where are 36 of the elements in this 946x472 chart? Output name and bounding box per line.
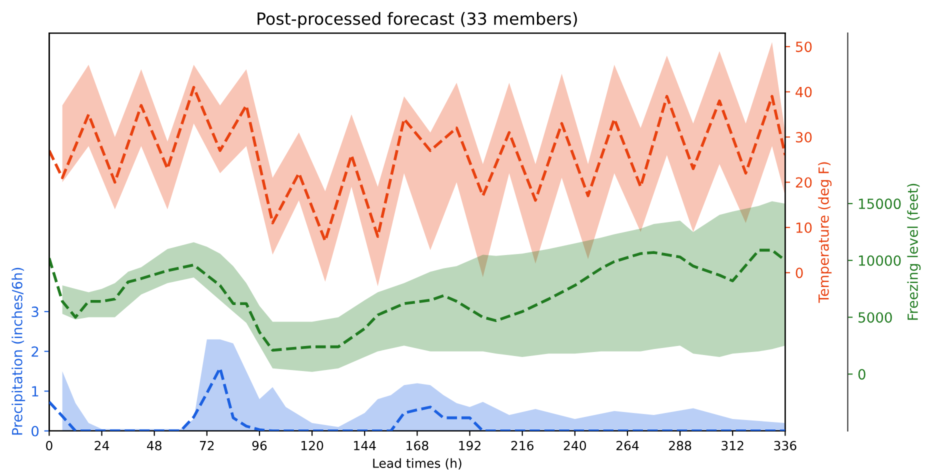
y2-tick-label: 0 — [796, 268, 803, 278]
line-series — [49, 248, 786, 352]
chart-title: Post-processed forecast (33 members) — [258, 12, 577, 28]
y-tick-label: 1 — [32, 386, 38, 396]
x-tick-label: 0 — [46, 440, 52, 450]
y-tick-label: 2 — [32, 346, 38, 357]
y-tick-label: 0 — [32, 426, 39, 436]
y3-tick-label: 15000 — [858, 198, 901, 210]
x-tick-label: 48 — [146, 440, 162, 450]
x-tick-label: 144 — [354, 441, 376, 450]
y3-axis-title: Freezing level (feet) — [907, 184, 921, 320]
x-tick-label: 264 — [616, 440, 639, 450]
y2-tick-label: 30 — [796, 132, 812, 143]
x-tick-label: 168 — [406, 440, 428, 450]
x-tick-label: 336 — [774, 440, 796, 450]
y2-tick-label: 20 — [796, 177, 812, 188]
x-tick-label: 192 — [459, 440, 480, 450]
y2-tick-label: 40 — [796, 86, 812, 98]
y3-tick-label: 10000 — [858, 255, 901, 266]
x-tick-label: 312 — [722, 440, 744, 450]
x-tick-label: 24 — [94, 440, 110, 450]
y3-tick-label: 0 — [858, 369, 866, 380]
x-axis-title: Lead times (h) — [373, 458, 462, 470]
x-tick-label: 288 — [669, 440, 692, 450]
x-tick-label: 216 — [511, 440, 534, 450]
y2-axis-title: Temperature (deg F) — [818, 162, 832, 303]
y-axis-title: Precipitation (inches/6h) — [12, 268, 26, 435]
y3-tick-label: 5000 — [858, 312, 892, 323]
y2-tick-label: 10 — [796, 222, 812, 233]
x-tick-label: 120 — [301, 440, 324, 450]
x-tick-label: 72 — [200, 440, 214, 450]
y2-tick-label: 50 — [796, 42, 812, 52]
x-tick-label: 240 — [564, 440, 586, 450]
line-series — [49, 86, 786, 242]
y-tick-label: 3 — [32, 306, 38, 318]
x-tick-label: 96 — [252, 440, 267, 450]
